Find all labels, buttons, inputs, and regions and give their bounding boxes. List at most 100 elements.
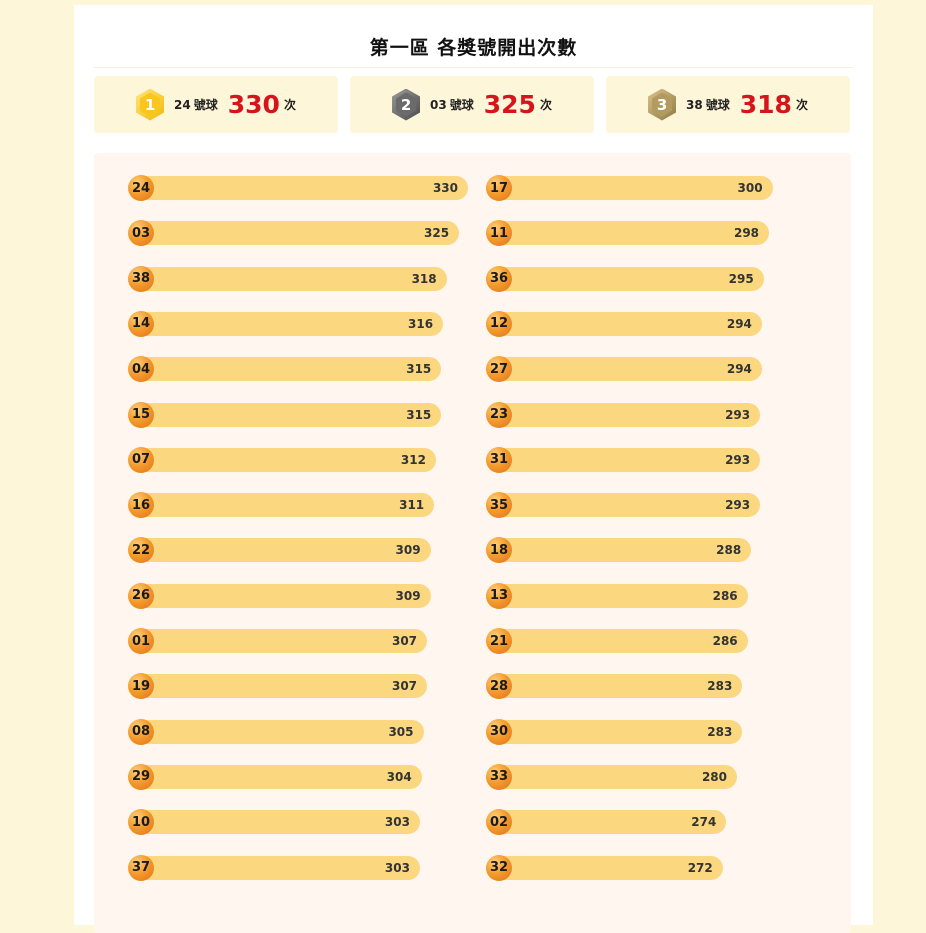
ball-number-label: 04: [128, 356, 154, 383]
bar-value-label: 293: [725, 498, 751, 513]
bar-value-label: 325: [424, 226, 450, 241]
ball-number-label: 30: [486, 718, 512, 745]
bar: 294: [488, 357, 762, 382]
bar-value-label: 294: [726, 316, 752, 331]
bar: 283: [488, 674, 743, 699]
bar-value-label: 295: [728, 271, 754, 286]
bar-value-label: 300: [737, 181, 763, 195]
ball-number-label: 33: [486, 763, 512, 790]
ball-number-label: 02: [486, 809, 512, 836]
ball-number-label: 32: [486, 854, 512, 881]
ball-number-label: 21: [486, 628, 512, 654]
bar: 304: [130, 764, 422, 789]
bar-value-label: 286: [712, 588, 738, 603]
rank-suffix: 號球: [449, 98, 474, 112]
bar-value-label: 330: [432, 181, 458, 195]
ball-number-label: 10: [128, 809, 154, 836]
bar: 274: [488, 810, 727, 835]
bar-value-label: 315: [406, 407, 432, 422]
bar-value-label: 283: [707, 679, 733, 694]
bar: 293: [488, 493, 761, 518]
bar-value-label: 303: [384, 815, 410, 830]
bar: 272: [488, 855, 723, 880]
silver-medal-icon: 2: [392, 88, 421, 121]
bar: 298: [488, 221, 770, 246]
bar: 315: [130, 357, 442, 382]
bar: 309: [130, 538, 431, 563]
bar-value-label: 307: [391, 634, 418, 648]
bar: 303: [130, 855, 420, 880]
bar: 307: [130, 674, 428, 699]
rank-count: 325: [483, 90, 536, 119]
bar-value-label: 293: [725, 407, 751, 422]
gold-medal-icon: 1: [136, 88, 165, 121]
rank-count: 318: [739, 90, 792, 119]
ball-number-label: 15: [128, 401, 154, 428]
ball-number-label: 12: [486, 310, 512, 337]
rank-number: 03: [430, 97, 447, 112]
bar-value-label: 272: [687, 860, 713, 875]
bar: 307: [130, 629, 428, 653]
ball-number-label: 19: [128, 673, 154, 700]
bar-chart-panel: 330 24 325 03 318 38 316 14 315 04 315 15 312 07 311 16…: [94, 153, 851, 933]
bar-value-label: 318: [411, 271, 437, 286]
page-title: 第一區 各獎號開出次數: [369, 37, 578, 59]
ball-number-label: 01: [128, 628, 154, 654]
bar: 280: [488, 764, 737, 789]
bar: 288: [488, 538, 752, 563]
bar: 286: [488, 629, 748, 653]
bar: 316: [130, 311, 444, 336]
bar: 309: [130, 583, 431, 608]
rank-number: 38: [686, 97, 703, 112]
bronze-medal-icon: 3: [648, 88, 677, 121]
bar: 318: [130, 266, 447, 291]
rank-box-2: 2 03 號球 325 次: [350, 76, 594, 133]
ball-number-label: 17: [486, 175, 512, 201]
rank-box-1: 1 24 號球 330 次: [94, 76, 338, 133]
ball-number-label: 07: [128, 446, 154, 473]
rank-box-3: 3 38 號球 318 次: [606, 76, 850, 133]
bar-value-label: 288: [716, 543, 742, 558]
title-divider: [94, 67, 853, 68]
bar-value-label: 311: [399, 498, 425, 513]
bar: 315: [130, 402, 442, 427]
rank-unit: 次: [283, 98, 296, 112]
ball-number-label: 29: [128, 763, 154, 790]
rank-suffix: 號球: [193, 98, 218, 112]
bar-value-label: 315: [406, 362, 432, 377]
ball-number-label: 37: [128, 854, 154, 881]
ball-number-label: 11: [486, 220, 512, 247]
bar-value-label: 298: [733, 226, 760, 241]
bar-value-label: 316: [408, 316, 434, 331]
bar: 293: [488, 447, 761, 472]
bar: 286: [488, 583, 748, 608]
bar-value-label: 303: [384, 860, 410, 875]
bar-value-label: 293: [725, 452, 751, 467]
ball-number-label: 27: [486, 356, 512, 383]
bar-value-label: 280: [701, 769, 727, 784]
ball-number-label: 16: [128, 492, 154, 519]
ball-number-label: 18: [486, 537, 512, 564]
ball-number-label: 35: [486, 492, 512, 519]
rank-unit: 次: [795, 98, 808, 112]
bar-value-label: 283: [707, 724, 733, 739]
bar-value-label: 305: [388, 724, 414, 739]
bar-chart: 330 24 325 03 318 38 316 14 315 04 315 15 312 07 311 16…: [94, 153, 851, 933]
rank-unit: 次: [539, 98, 552, 112]
rank-suffix: 號球: [705, 98, 730, 112]
bar: 295: [488, 266, 764, 291]
bar-value-label: 304: [386, 769, 412, 784]
bar: 294: [488, 311, 762, 336]
bar-value-label: 286: [712, 634, 738, 648]
bar-value-label: 312: [400, 452, 426, 467]
ball-number-label: 13: [486, 582, 512, 609]
ball-number-label: 26: [128, 582, 154, 609]
ball-number-label: 28: [486, 673, 512, 700]
ball-number-label: 38: [128, 265, 154, 292]
ball-number-label: 14: [128, 310, 154, 337]
ball-number-label: 36: [486, 265, 512, 292]
bar: 305: [130, 719, 424, 744]
frequency-card: 第一區 各獎號開出次數 1 24 號球 330 次 2 03 號球 325 次 …: [74, 5, 873, 933]
bar-value-label: 294: [726, 362, 752, 377]
bar: 330: [130, 176, 468, 200]
